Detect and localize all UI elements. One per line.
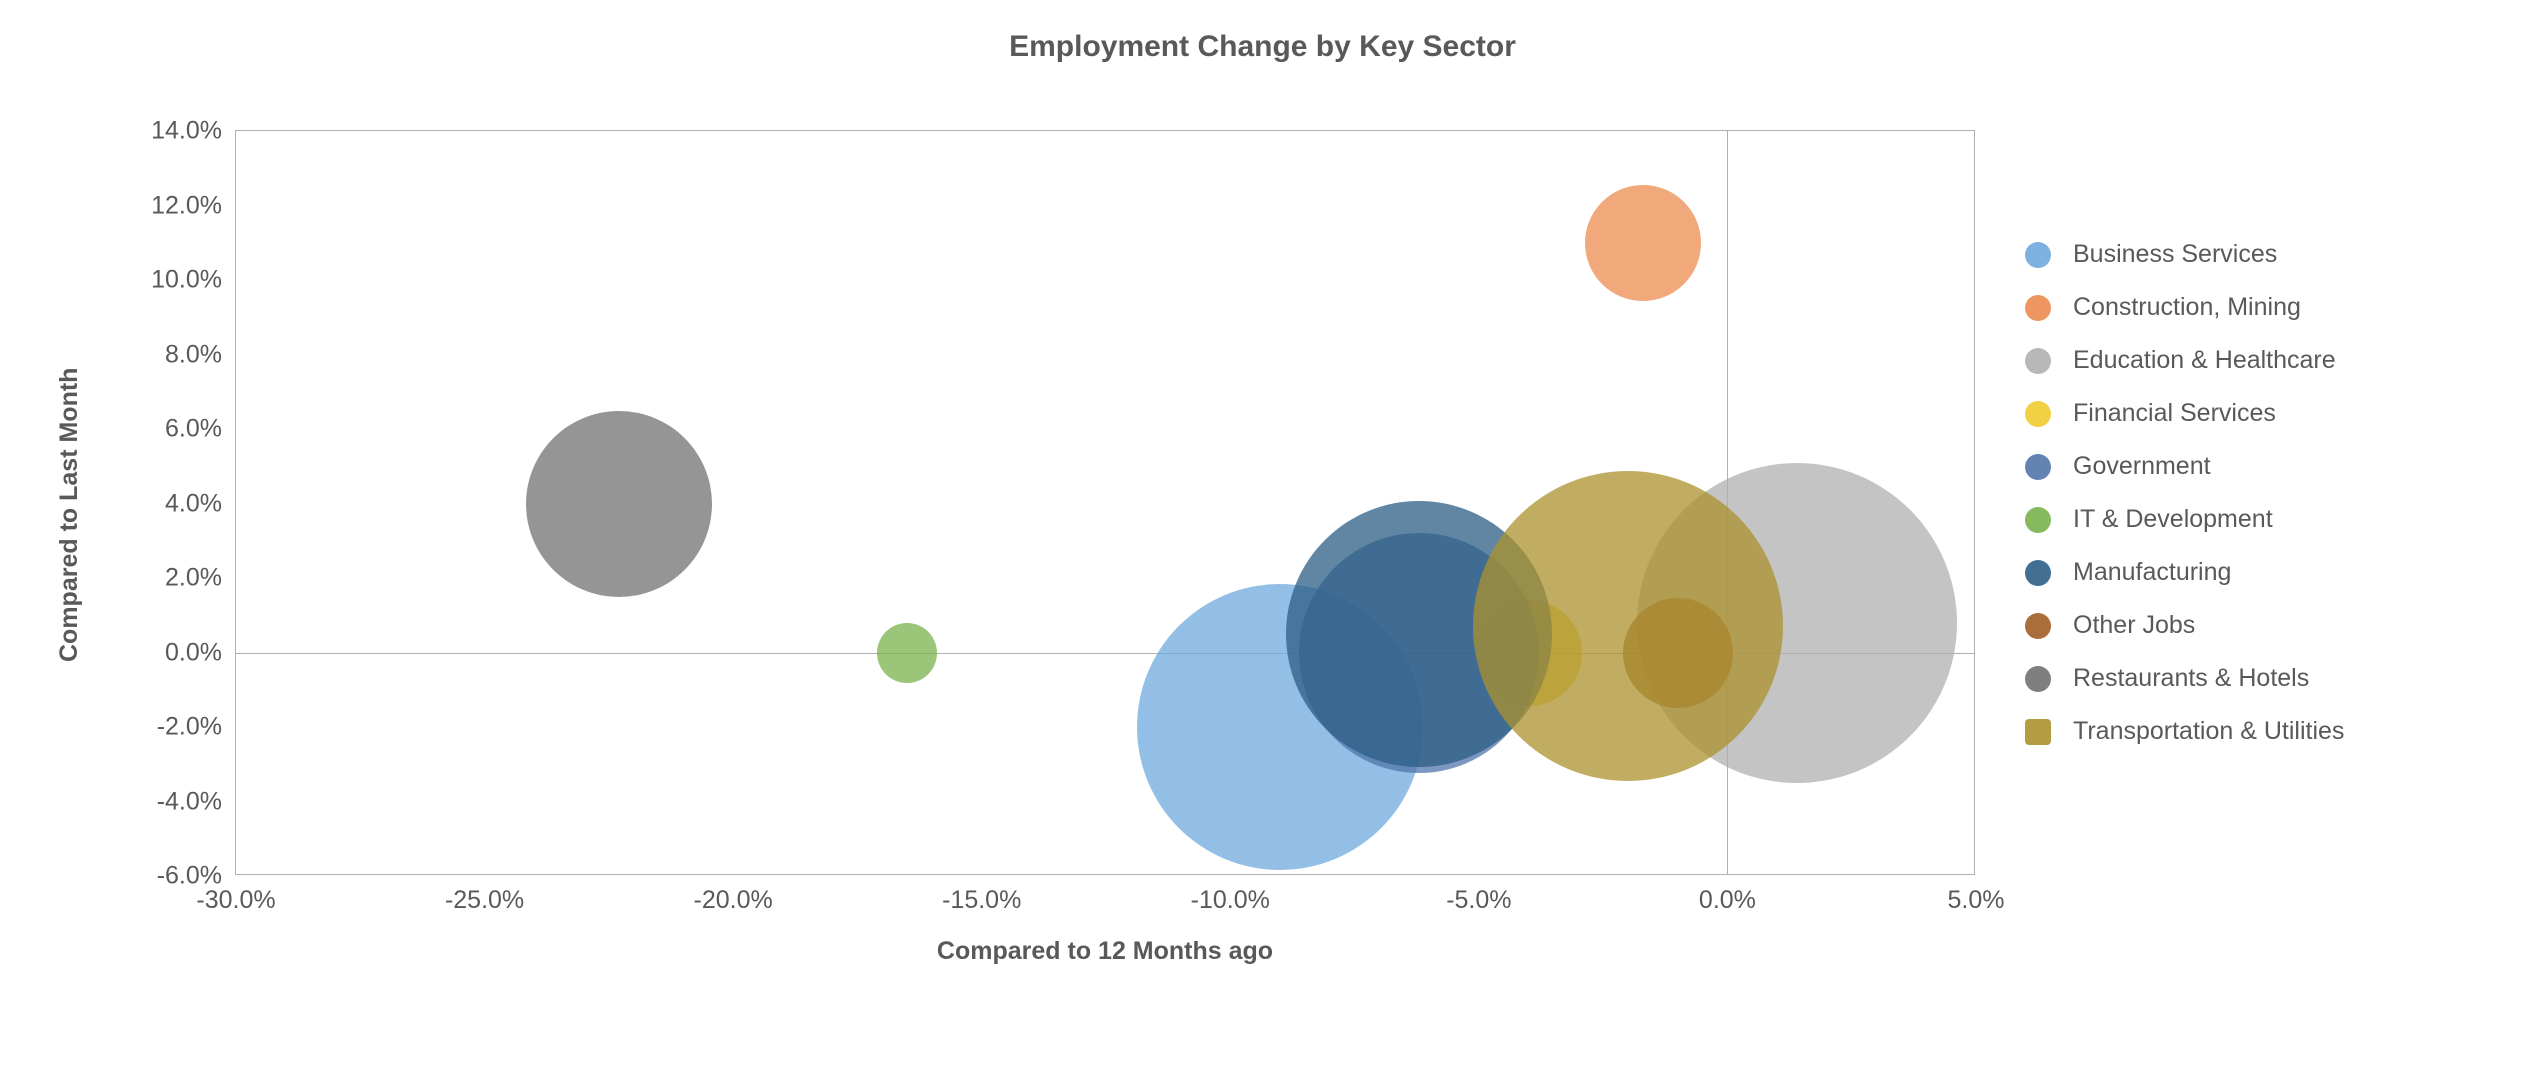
legend-label: Financial Services [2073, 399, 2276, 428]
legend-label: Education & Healthcare [2073, 346, 2336, 375]
x-tick-label: 0.0% [1699, 886, 1756, 915]
legend-item: Transportation & Utilities [2025, 717, 2495, 746]
y-tick-label: -4.0% [157, 787, 222, 816]
legend-label: Construction, Mining [2073, 293, 2301, 322]
plot-area: -30.0%-25.0%-20.0%-15.0%-10.0%-5.0%0.0%5… [235, 130, 1975, 875]
legend-swatch [2025, 401, 2051, 427]
legend-item: Construction, Mining [2025, 293, 2495, 322]
bubble [1473, 471, 1783, 781]
y-tick-label: 12.0% [151, 191, 222, 220]
y-tick-label: 10.0% [151, 266, 222, 295]
legend-label: IT & Development [2073, 505, 2273, 534]
y-tick-label: 8.0% [165, 340, 222, 369]
chart-title: Employment Change by Key Sector [0, 30, 2525, 64]
y-tick-label: 4.0% [165, 489, 222, 518]
legend-swatch [2025, 348, 2051, 374]
x-tick-label: -15.0% [942, 886, 1021, 915]
legend-label: Manufacturing [2073, 558, 2231, 587]
y-axis-title: Compared to Last Month [55, 368, 84, 662]
x-tick-label: -25.0% [445, 886, 524, 915]
legend: Business Services Construction, Mining Edu… [2025, 240, 2495, 770]
legend-label: Transportation & Utilities [2073, 717, 2344, 746]
bubble [526, 411, 712, 597]
y-tick-label: 2.0% [165, 564, 222, 593]
legend-item: Education & Healthcare [2025, 346, 2495, 375]
bubble [1585, 185, 1701, 301]
y-tick-label: 0.0% [165, 638, 222, 667]
x-tick-label: -5.0% [1446, 886, 1511, 915]
legend-item: Government [2025, 452, 2495, 481]
bubble [877, 623, 937, 683]
x-tick-label: 5.0% [1948, 886, 2005, 915]
legend-label: Other Jobs [2073, 611, 2195, 640]
y-tick-label: 6.0% [165, 415, 222, 444]
bubble-chart: Employment Change by Key Sector -30.0%-25… [0, 0, 2525, 1084]
legend-item: Financial Services [2025, 399, 2495, 428]
legend-swatch [2025, 666, 2051, 692]
legend-swatch [2025, 560, 2051, 586]
x-tick-label: -10.0% [1191, 886, 1270, 915]
legend-item: Manufacturing [2025, 558, 2495, 587]
legend-swatch [2025, 613, 2051, 639]
legend-label: Government [2073, 452, 2211, 481]
legend-swatch [2025, 295, 2051, 321]
y-tick-label: 14.0% [151, 117, 222, 146]
x-tick-label: -20.0% [694, 886, 773, 915]
legend-item: Other Jobs [2025, 611, 2495, 640]
legend-swatch [2025, 507, 2051, 533]
legend-item: IT & Development [2025, 505, 2495, 534]
legend-swatch [2025, 242, 2051, 268]
y-tick-label: -6.0% [157, 862, 222, 891]
legend-item: Business Services [2025, 240, 2495, 269]
legend-swatch [2025, 454, 2051, 480]
legend-item: Restaurants & Hotels [2025, 664, 2495, 693]
legend-label: Business Services [2073, 240, 2277, 269]
legend-label: Restaurants & Hotels [2073, 664, 2309, 693]
legend-swatch [2025, 719, 2051, 745]
y-tick-label: -2.0% [157, 713, 222, 742]
x-axis-title: Compared to 12 Months ago [937, 937, 1273, 966]
